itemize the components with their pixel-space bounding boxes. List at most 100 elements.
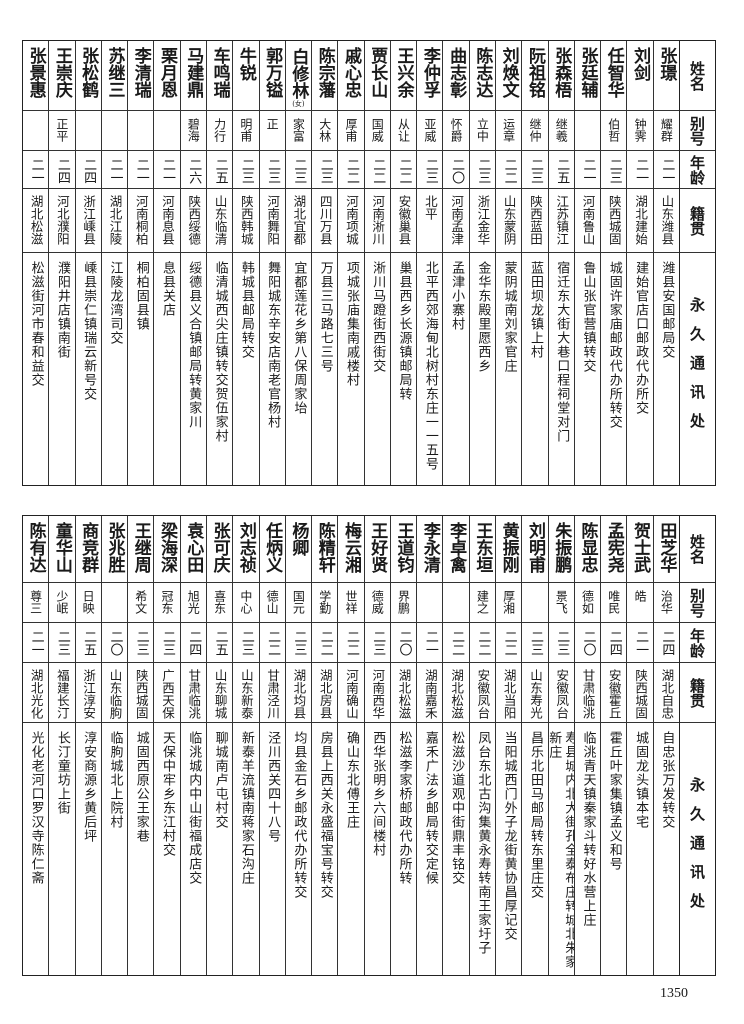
cell-alias: 从让: [390, 111, 417, 151]
person-alias: 德山: [265, 590, 280, 614]
person-address: 确山东北傅王庄: [343, 731, 359, 829]
person-native: 浙江淳安: [81, 669, 97, 719]
person-native: 山东临清: [212, 195, 228, 245]
person-column: 王崇庆 正平 二四 河北濮阳 濮阳井店镇南街: [48, 41, 75, 485]
cell-age: 二四: [653, 623, 679, 663]
person-alias: 耀群: [659, 118, 674, 142]
person-address: 北平西郊海甸北树村东庄一一五号: [422, 261, 438, 471]
person-column: 王继周 希文 二三 陕西城固 城固西原公王家巷: [127, 516, 154, 975]
cell-native: 湖南嘉禾: [417, 663, 443, 723]
cell-native: 山东蒙阴: [496, 189, 522, 253]
person-native: 湖北房县: [317, 669, 333, 719]
cell-alias: 钟霁: [627, 111, 653, 151]
cell-name: 王兴余: [390, 41, 417, 111]
person-column: 刘焕文 运章 二二 山东蒙阴 蒙阴城南刘家官庄: [495, 41, 522, 485]
header-cell-age: 年龄: [680, 623, 715, 663]
cell-name: 郭万镒: [259, 41, 285, 111]
cell-native: 山东寿光: [522, 663, 548, 723]
cell-alias: 国威: [364, 111, 390, 151]
person-age: 二三: [527, 630, 543, 656]
cell-native: 陕西绥德: [180, 189, 206, 253]
header-label-age: 年龄: [688, 154, 706, 185]
person-alias: 碧海: [186, 118, 201, 142]
person-name: 陈显忠: [577, 522, 598, 573]
cell-age: 二一: [653, 151, 679, 189]
person-note: (女): [292, 100, 305, 108]
person-column: 田芝华 治华 二四 湖北自忠 自忠张万发转交: [652, 516, 679, 975]
person-address: 城固龙头镇本宅: [633, 731, 649, 829]
cell-address: 绥德县义合镇邮局转黄家川: [181, 253, 206, 485]
cell-name: 任炳义: [259, 516, 285, 583]
cell-address: 淅川马蹬街西街交: [365, 253, 390, 485]
person-age: 二五: [554, 158, 570, 184]
cell-age: 二二: [496, 151, 522, 189]
person-address: 淅川马蹬街西街交: [370, 261, 386, 373]
cell-native: 湖北松滋: [390, 663, 417, 723]
person-column: 王道钧 界鹏 二〇 湖北松滋 松滋李家桥邮政代办所转: [389, 516, 417, 975]
person-age: 二一: [28, 630, 44, 656]
cell-address: 昌乐北田马邮局转东里庄交: [522, 723, 547, 975]
cell-name: 童华山: [49, 516, 75, 583]
person-alias: 明甫: [238, 118, 253, 142]
person-alias: 德如: [580, 590, 595, 614]
cell-age: 二〇: [390, 623, 417, 663]
cell-name: 贾长山: [364, 41, 390, 111]
person-name: 任智华: [603, 47, 624, 98]
person-column: 贾长山 国威二二河南淅川淅川马蹬街西街交: [363, 41, 390, 485]
cell-alias: 冠东: [154, 583, 180, 623]
person-name: 张兆胜: [104, 522, 125, 573]
person-alias: 正平: [54, 118, 69, 142]
person-name: 田芝华: [656, 522, 677, 573]
person-column: 马建鼎 碧海 二六 陕西绥德 绥德县义合镇邮局转黄家川: [179, 41, 206, 485]
cell-address: 孟津小寨村: [443, 253, 468, 485]
cell-age: 二一: [627, 623, 653, 663]
cell-name: 陈有达: [22, 516, 49, 583]
person-column: 白修林 (女) 家富 二三 湖北宜都 宜都莲花乡第八保周家坮: [284, 41, 312, 485]
person-native: 山东临朐: [107, 669, 123, 719]
cell-address: 临洮城内中山街福成店交: [181, 723, 206, 975]
person-name: 黄振刚: [498, 522, 519, 573]
person-name: 梁海深: [157, 522, 178, 573]
person-address: 长汀童坊上街: [54, 731, 70, 815]
cell-address: 濮阳井店镇南街: [49, 253, 74, 485]
person-column: 郭万镒正二三 河南舞阳 舞阳城东辛安店南老官杨村: [258, 41, 285, 485]
person-age: 二三: [291, 630, 307, 656]
person-address: 蒙阴城南刘家官庄: [501, 261, 517, 373]
person-alias: 怀爵: [449, 118, 464, 142]
cell-name: 王好贤: [364, 516, 390, 583]
person-address: 霍丘叶家集镇孟义和号: [606, 731, 622, 871]
person-age: 二四: [659, 630, 675, 656]
cell-alias: 正平: [49, 111, 75, 151]
cell-alias: 旭光: [180, 583, 206, 623]
person-column: 陈精轩 学勤 二二 湖北房县 房县上西关永盛福宝号转交: [311, 516, 338, 975]
person-age: 二三: [422, 158, 438, 184]
cell-age: 二二: [364, 151, 390, 189]
person-age: 二三: [291, 158, 307, 184]
person-age: 二〇: [396, 630, 412, 656]
cell-age: 二三: [312, 151, 338, 189]
person-column: 杨卿 国元 二三 湖北均县 均县金石乡邮政代办所转交: [284, 516, 312, 975]
person-name: 张璟: [656, 47, 677, 81]
header-label-name: 姓名: [688, 534, 706, 564]
cell-native: 河北濮阳: [49, 189, 75, 253]
person-address: 绥德县义合镇邮局转黄家川: [186, 261, 202, 429]
person-age: 二三: [238, 158, 254, 184]
person-address: 嘉禾广法乡邮局转交定候: [422, 731, 438, 885]
cell-native: 安徽凤台: [548, 663, 574, 723]
cell-age: 二四: [49, 151, 75, 189]
cell-native: 河南淅川: [364, 189, 390, 253]
cell-alias: 运章: [496, 111, 522, 151]
cell-age: 二四: [75, 151, 101, 189]
cell-name: 梁海深: [154, 516, 180, 583]
cell-address: 淳安商源乡黄后坪: [76, 723, 101, 975]
person-alias: 正: [265, 118, 280, 130]
person-native: 甘肃临洮: [580, 669, 596, 719]
header-label-address: 永久通讯处: [688, 776, 706, 922]
person-native: 河南确山: [343, 669, 359, 719]
person-age: 二三: [238, 630, 254, 656]
person-address: 巢县西乡长源镇邮局转: [396, 261, 412, 401]
cell-alias: 怀爵: [443, 111, 469, 151]
person-column: 贺士武皓二一 陕西城固 城固龙头镇本宅: [626, 516, 653, 975]
person-column: 李仲孚 亚威 二三 北平 北平西郊海甸北树村东庄一一五号: [416, 41, 443, 485]
person-age: 二二: [370, 158, 386, 184]
